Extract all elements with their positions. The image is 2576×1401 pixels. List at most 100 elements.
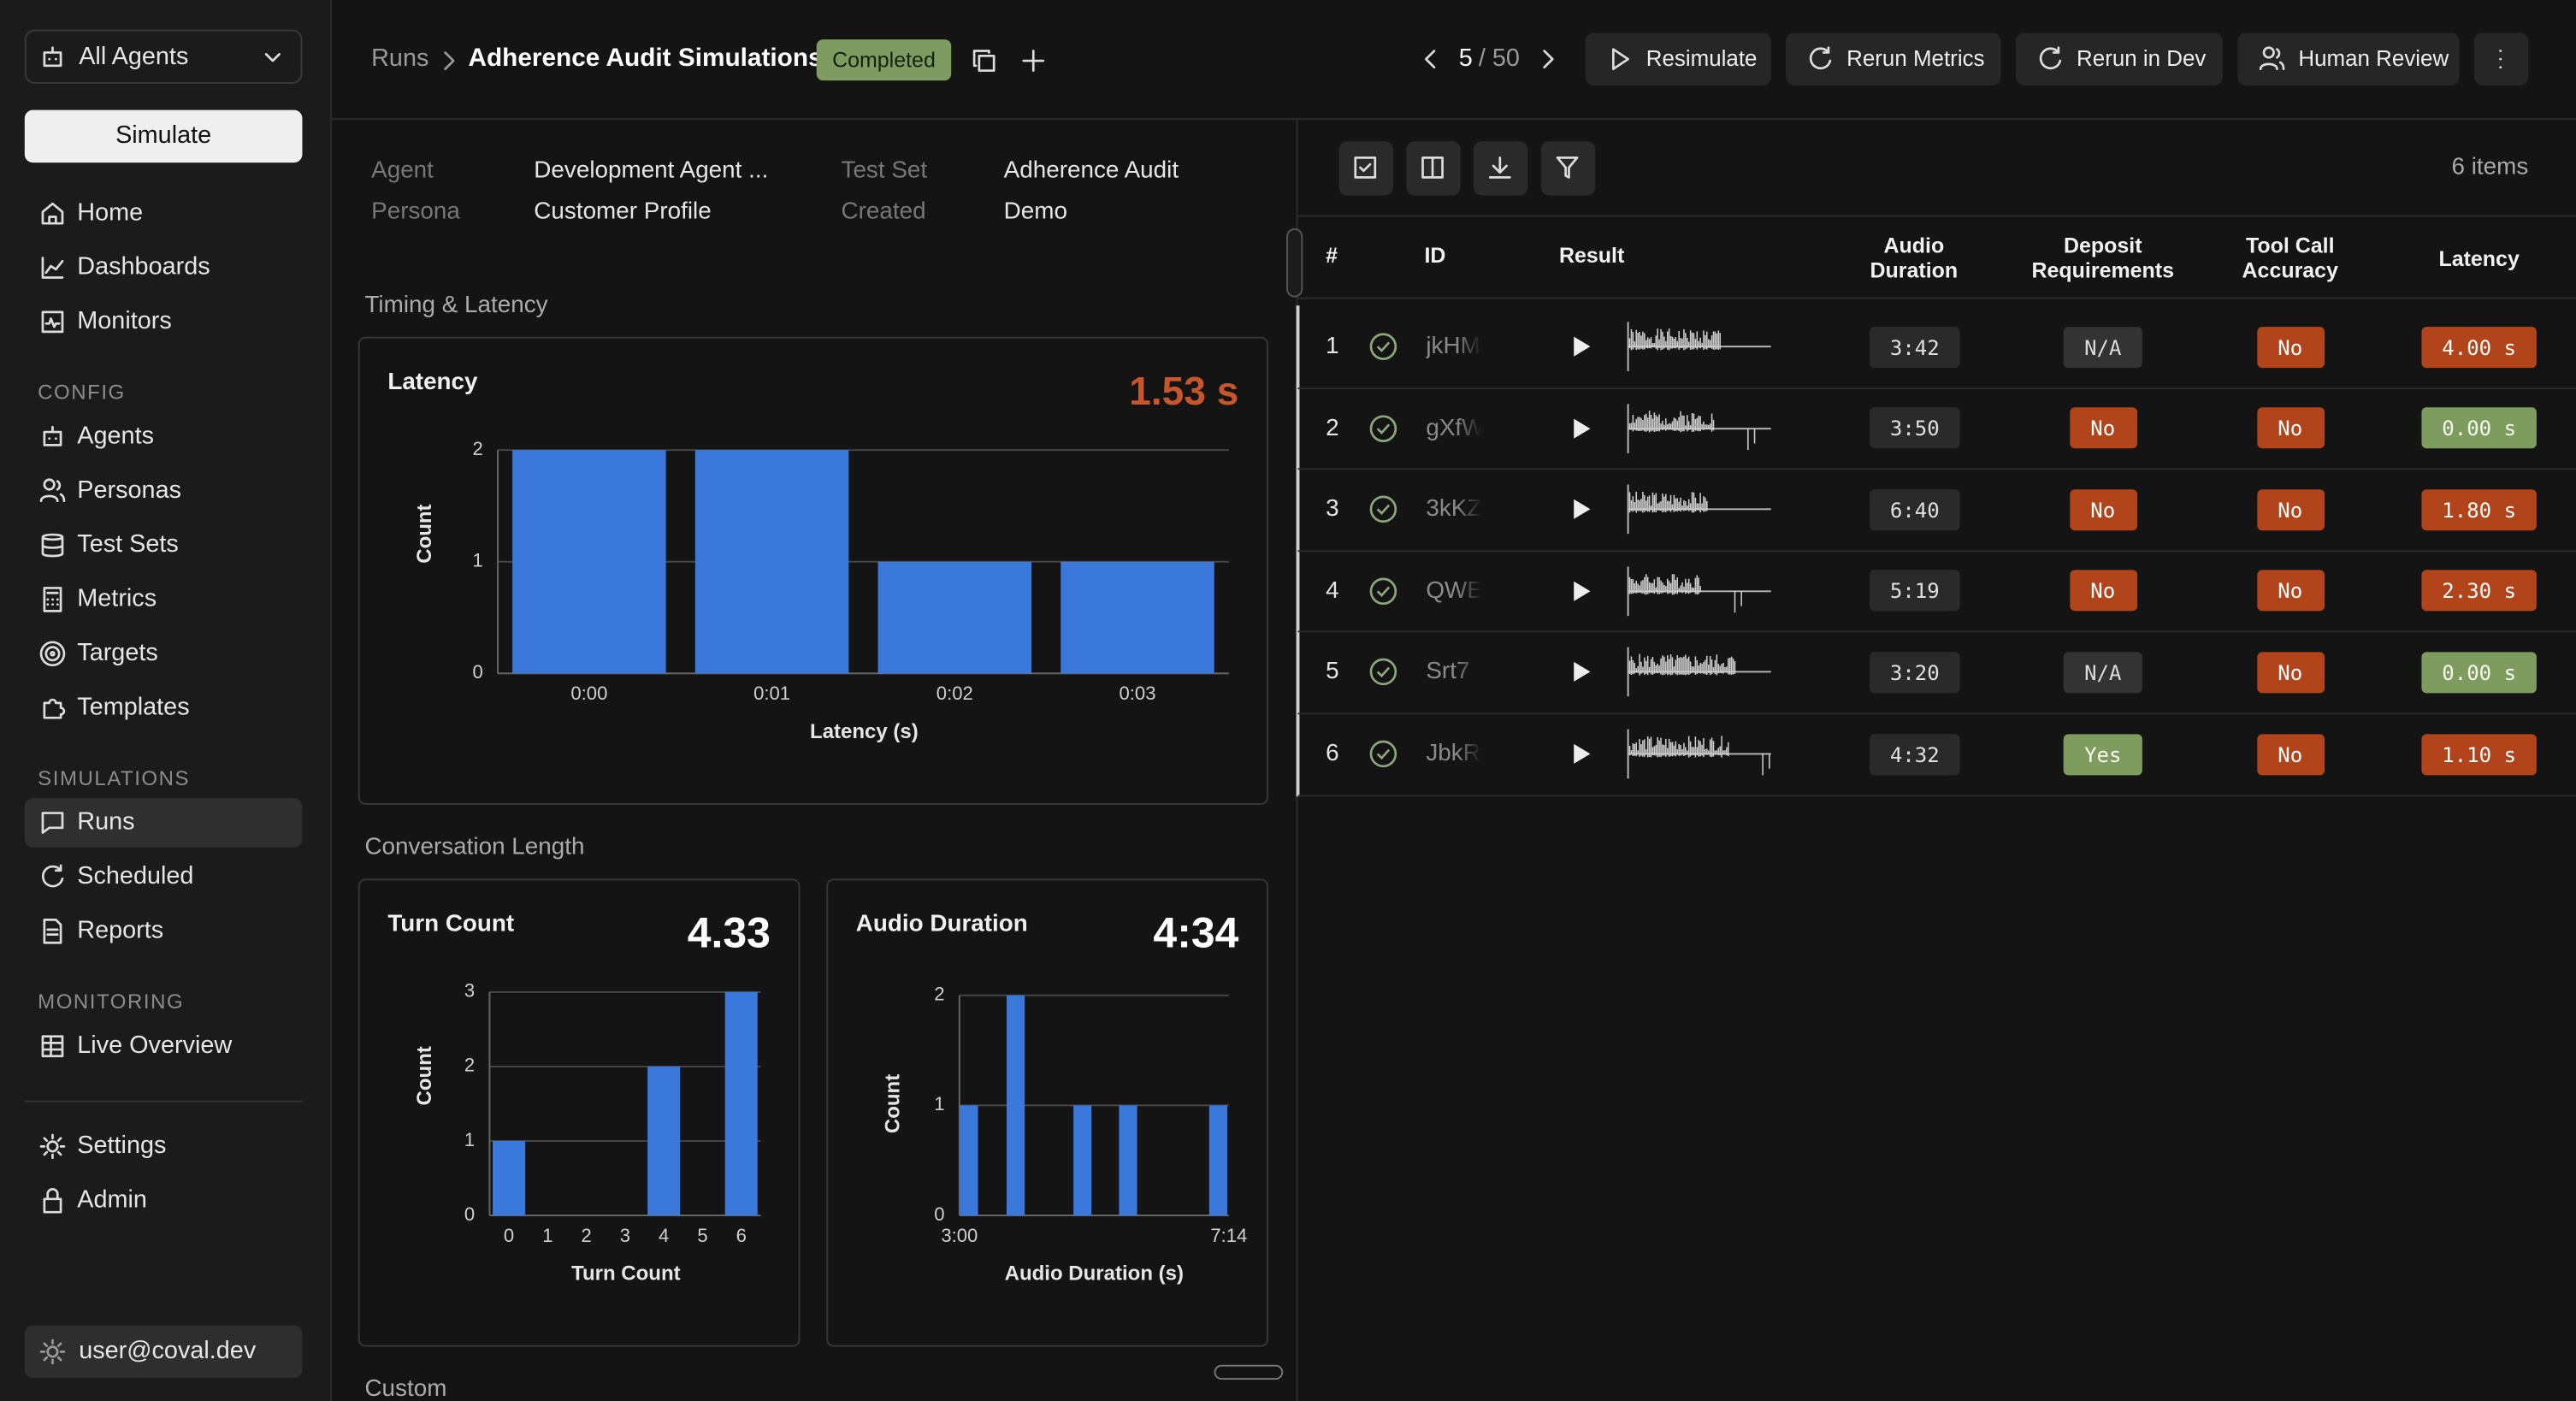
waveform bbox=[1627, 647, 1771, 697]
column-header: # bbox=[1326, 243, 1338, 269]
icon bbox=[39, 641, 66, 667]
nav-item[interactable]: Dashboards bbox=[77, 252, 210, 281]
play-triangle bbox=[1574, 662, 1591, 683]
row-border bbox=[1297, 468, 2576, 470]
play-button[interactable] bbox=[1570, 579, 1593, 602]
duration-badge: 3:20 bbox=[1870, 652, 1960, 694]
user-box[interactable] bbox=[24, 1325, 303, 1379]
icon bbox=[1022, 50, 1045, 72]
icon-part bbox=[41, 864, 64, 888]
icon bbox=[1809, 46, 1832, 70]
nav-item[interactable]: Targets bbox=[77, 638, 158, 667]
status-circle bbox=[1369, 740, 1397, 768]
column-header: Deposit Requirements bbox=[2031, 233, 2175, 283]
status-icon bbox=[1369, 740, 1397, 768]
play-triangle bbox=[1574, 417, 1591, 438]
tool-badge: No bbox=[2256, 570, 2325, 612]
nav-item[interactable]: Monitors bbox=[77, 307, 172, 335]
icon bbox=[1543, 50, 1554, 69]
duration-badge: 6:40 bbox=[1870, 488, 1960, 530]
chart-summary: 1.53 s bbox=[1129, 369, 1238, 413]
nav-item[interactable]: Settings bbox=[77, 1132, 167, 1160]
chart-card bbox=[826, 878, 1268, 1347]
icon bbox=[2039, 46, 2062, 70]
status-icon bbox=[1369, 659, 1397, 686]
icon-part bbox=[41, 812, 64, 834]
breadcrumb[interactable]: Runs bbox=[371, 44, 429, 73]
nav-item[interactable]: Reports bbox=[77, 916, 164, 945]
play-button[interactable] bbox=[1570, 661, 1593, 684]
icon-part bbox=[1488, 157, 1511, 179]
play-button[interactable] bbox=[1570, 335, 1593, 358]
chart-summary: 4.33 bbox=[688, 909, 771, 957]
icon-part bbox=[1425, 50, 1436, 69]
action-button[interactable] bbox=[1786, 33, 2001, 86]
nav-item[interactable]: Agents bbox=[77, 422, 154, 451]
x-axis-label: Audio Duration (s) bbox=[1005, 1262, 1184, 1285]
bar bbox=[1119, 1105, 1137, 1216]
icon bbox=[41, 1035, 64, 1058]
x-tick-label: 3:00 bbox=[941, 1225, 978, 1246]
bar bbox=[1006, 995, 1025, 1216]
waveform bbox=[1627, 729, 1771, 779]
play-triangle bbox=[1574, 500, 1591, 520]
play-button[interactable] bbox=[1570, 417, 1593, 440]
wave-bars bbox=[1628, 492, 1708, 513]
status-circle bbox=[1369, 659, 1397, 686]
row-border bbox=[1297, 549, 2576, 552]
row-id: QWEw bbox=[1426, 577, 1482, 605]
x-tick-label: 1 bbox=[542, 1225, 552, 1246]
nav-item[interactable]: Templates bbox=[77, 693, 190, 722]
meta-value: Development Agent ... bbox=[534, 157, 769, 185]
nav-item[interactable]: Runs bbox=[77, 807, 135, 836]
icon-part bbox=[1611, 48, 1629, 70]
play-button[interactable] bbox=[1570, 742, 1593, 766]
nav-item[interactable]: Personas bbox=[77, 476, 182, 505]
icon-part bbox=[39, 1133, 66, 1160]
chart-card bbox=[357, 336, 1268, 805]
action-button[interactable] bbox=[1585, 33, 1771, 86]
nav-item[interactable]: Metrics bbox=[77, 584, 157, 613]
icon bbox=[39, 1339, 66, 1365]
icon-part bbox=[444, 51, 455, 70]
y-axis-label: Count bbox=[881, 1074, 904, 1133]
status-check bbox=[1376, 504, 1391, 516]
nav-item[interactable]: Scheduled bbox=[77, 862, 194, 890]
play-triangle bbox=[1574, 743, 1591, 764]
latency-badge: 0.00 s bbox=[2421, 652, 2537, 694]
icon-part bbox=[39, 641, 66, 667]
icon-part bbox=[41, 202, 64, 225]
row-index: 1 bbox=[1326, 333, 1339, 360]
agent-selector[interactable] bbox=[24, 29, 303, 84]
bar bbox=[493, 1140, 526, 1216]
column-header: Result bbox=[1558, 243, 1625, 269]
nav-item[interactable]: Test Sets bbox=[77, 530, 179, 559]
play-triangle bbox=[1574, 336, 1591, 357]
icon-part bbox=[41, 533, 64, 558]
action-button[interactable] bbox=[2237, 33, 2460, 86]
icon bbox=[1354, 157, 1377, 179]
status-icon bbox=[1369, 577, 1397, 605]
nav-item[interactable]: Admin bbox=[77, 1185, 147, 1215]
play-button[interactable] bbox=[1570, 498, 1593, 521]
simulate-button[interactable]: Simulate bbox=[24, 109, 303, 163]
y-axis-label: Count bbox=[413, 1046, 436, 1105]
icon bbox=[1556, 157, 1579, 179]
icon bbox=[43, 919, 62, 944]
tool-badge: No bbox=[2256, 488, 2325, 530]
status-check bbox=[1376, 586, 1391, 597]
chart-title: Latency bbox=[387, 368, 478, 394]
row-id: 3kKZ bbox=[1426, 496, 1482, 523]
nav-section-title: CONFIG bbox=[38, 381, 126, 405]
nav-item[interactable]: Home bbox=[77, 198, 144, 228]
waveform bbox=[1627, 403, 1771, 453]
action-button[interactable] bbox=[2015, 33, 2224, 86]
icon-part bbox=[2039, 46, 2062, 70]
icon-part bbox=[1543, 50, 1554, 69]
row-index: 6 bbox=[1326, 741, 1339, 767]
nav-item[interactable]: Live Overview bbox=[77, 1031, 233, 1060]
status-check bbox=[1376, 423, 1391, 434]
column-header: Audio Duration bbox=[1870, 233, 1959, 283]
deposit-badge: No bbox=[2069, 407, 2137, 449]
